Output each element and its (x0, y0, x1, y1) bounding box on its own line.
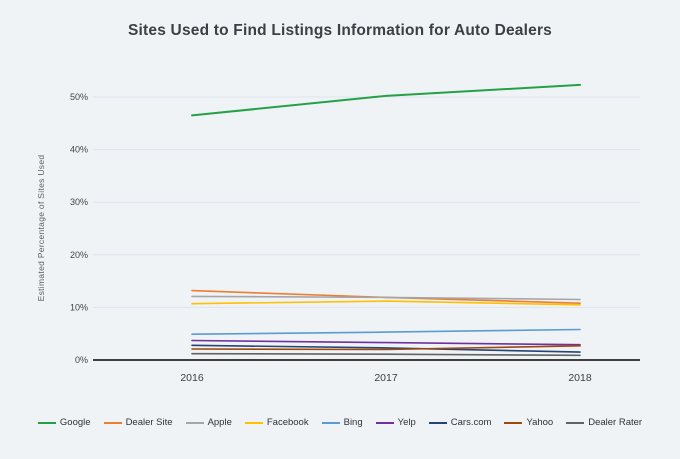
legend-item-yelp: Yelp (375, 417, 416, 428)
legend-item-apple: Apple (185, 417, 232, 428)
x-axis-label: 2017 (374, 372, 398, 384)
series-line-google (191, 83, 581, 117)
y-tick-label: 40% (70, 145, 88, 155)
legend-label: Dealer Rater (588, 417, 643, 428)
y-tick-label: 0% (75, 355, 88, 365)
y-tick-label: 10% (70, 302, 88, 312)
legend-label: Cars.com (450, 417, 492, 428)
series-line-dealer-rater (191, 352, 581, 357)
y-tick-label: 50% (70, 92, 88, 102)
series-line-apple (191, 295, 581, 301)
series-line-yahoo (191, 344, 581, 351)
series-line-bing (191, 328, 581, 336)
y-tick-label: 30% (70, 197, 88, 207)
legend-swatch (566, 421, 585, 424)
chart-legend: Google Dealer Site Apple Facebook Bing Yelp Ca… (0, 417, 680, 428)
y-axis-title: Estimated Percentage of Sites Used (36, 155, 46, 302)
series-line-cars-com (191, 344, 581, 353)
series-line-facebook (191, 300, 581, 306)
legend-swatch (504, 421, 523, 424)
legend-item-yahoo: Yahoo (504, 417, 553, 428)
legend-item-google: Google (37, 417, 91, 428)
chart-title: Sites Used to Find Listings Information … (128, 22, 552, 39)
legend-label: Dealer Site (125, 417, 173, 428)
legend-swatch (37, 421, 56, 424)
legend-swatch (103, 421, 122, 424)
legend-item-dealer-rater: Dealer Rater (566, 417, 642, 428)
legend-swatch (244, 421, 263, 424)
legend-swatch (375, 421, 394, 424)
legend-label: Facebook (266, 417, 309, 428)
series-line-yelp (191, 339, 581, 346)
legend-label: Yahoo (526, 417, 554, 428)
y-tick-label: 20% (70, 250, 88, 260)
legend-swatch (321, 421, 340, 424)
legend-swatch (428, 421, 447, 424)
legend-item-cars-com: Cars.com (428, 417, 492, 428)
line-chart-plot: 0% 10% 20% 30% 40% 50% 2016 2017 2018 Estimated P… (36, 83, 640, 384)
legend-swatch (185, 421, 204, 424)
legend-item-bing: Bing (321, 417, 363, 428)
legend-label: Google (59, 417, 91, 428)
legend-label: Yelp (397, 417, 416, 428)
legend-label: Apple (207, 417, 232, 428)
legend-label: Bing (343, 417, 363, 428)
x-axis-label: 2018 (568, 372, 592, 384)
legend-item-dealer-site: Dealer Site (103, 417, 173, 428)
legend-item-facebook: Facebook (244, 417, 309, 428)
x-axis-label: 2016 (180, 372, 204, 384)
